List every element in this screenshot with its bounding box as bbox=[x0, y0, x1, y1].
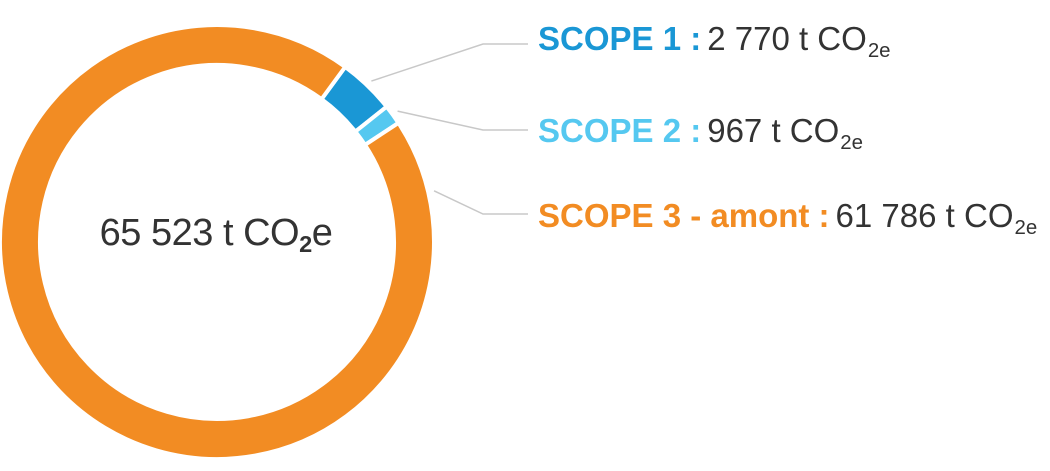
legend-item-scope-1: SCOPE 1 :2 770 t CO2e bbox=[538, 20, 891, 63]
total-subscript: 2 bbox=[299, 231, 312, 258]
total-label: 65 523 t CO2e bbox=[0, 212, 432, 258]
legend-value-scope-1: 2 770 t CO2e bbox=[707, 20, 890, 62]
legend-item-scope-2: SCOPE 2 :967 t CO2e bbox=[538, 112, 863, 155]
legend-name-scope-2: SCOPE 2 : bbox=[538, 112, 702, 149]
total-prefix: 65 523 t CO bbox=[99, 212, 300, 254]
legend-unit-scope-1: 2e bbox=[867, 38, 891, 62]
leader-line-1 bbox=[371, 43, 528, 82]
legend-item-scope-3: SCOPE 3 - amont :61 786 t CO2e bbox=[538, 197, 1037, 240]
legend-name-scope-1: SCOPE 1 : bbox=[538, 20, 702, 57]
legend-value-scope-2: 967 t CO2e bbox=[707, 112, 863, 154]
legend-unit-scope-3: 2e bbox=[1014, 215, 1038, 239]
legend-unit-scope-2: 2e bbox=[840, 130, 864, 154]
total-suffix: e bbox=[311, 212, 333, 254]
leader-line-3 bbox=[433, 190, 528, 215]
donut-slice-3 bbox=[0, 23, 436, 461]
leader-line-2 bbox=[397, 110, 528, 131]
legend-value-text-scope-3: 61 786 t CO bbox=[835, 197, 1014, 234]
legend-value-text-scope-2: 967 t CO bbox=[707, 112, 840, 149]
legend-value-scope-3: 61 786 t CO2e bbox=[835, 197, 1038, 239]
legend-name-scope-3: SCOPE 3 - amont : bbox=[538, 197, 830, 234]
legend-value-text-scope-1: 2 770 t CO bbox=[707, 20, 867, 57]
